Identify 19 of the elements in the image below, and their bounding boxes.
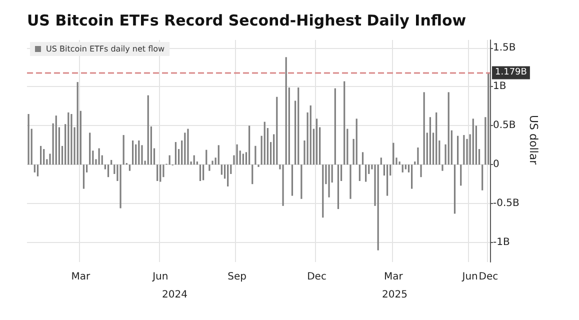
y-tick-label: 1B (493, 81, 506, 92)
y-tick-label: 0.5B (493, 120, 516, 132)
ref-line-label: 1.179B (495, 68, 527, 78)
x-tick-label: Jun (152, 272, 168, 282)
y-tick-label: -0.5B (493, 198, 520, 210)
x-tick-label: Dec (307, 272, 326, 282)
x-tick-label: Dec (478, 272, 498, 282)
legend-label: US Bitcoin ETFs daily net flow (46, 44, 166, 54)
chart-title: US Bitcoin ETFs Record Second-Highest Daily Inflow (27, 12, 466, 30)
y-tick-label: 0 (493, 159, 500, 170)
y-tick-label: 1.5B (493, 42, 516, 54)
text: 2024 (162, 290, 188, 300)
y-axis-title: US dollar (527, 115, 540, 166)
x-tick-label: Mar (384, 272, 404, 282)
text: 2025 (382, 290, 408, 300)
x-tick-label: Mar (71, 272, 91, 282)
y-tick-label: -1B (493, 237, 510, 248)
x-tick-label: Jun (461, 272, 478, 282)
x-tick-label: Sep (228, 272, 246, 282)
